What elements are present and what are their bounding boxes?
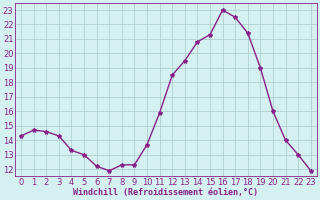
X-axis label: Windchill (Refroidissement éolien,°C): Windchill (Refroidissement éolien,°C)	[73, 188, 259, 197]
